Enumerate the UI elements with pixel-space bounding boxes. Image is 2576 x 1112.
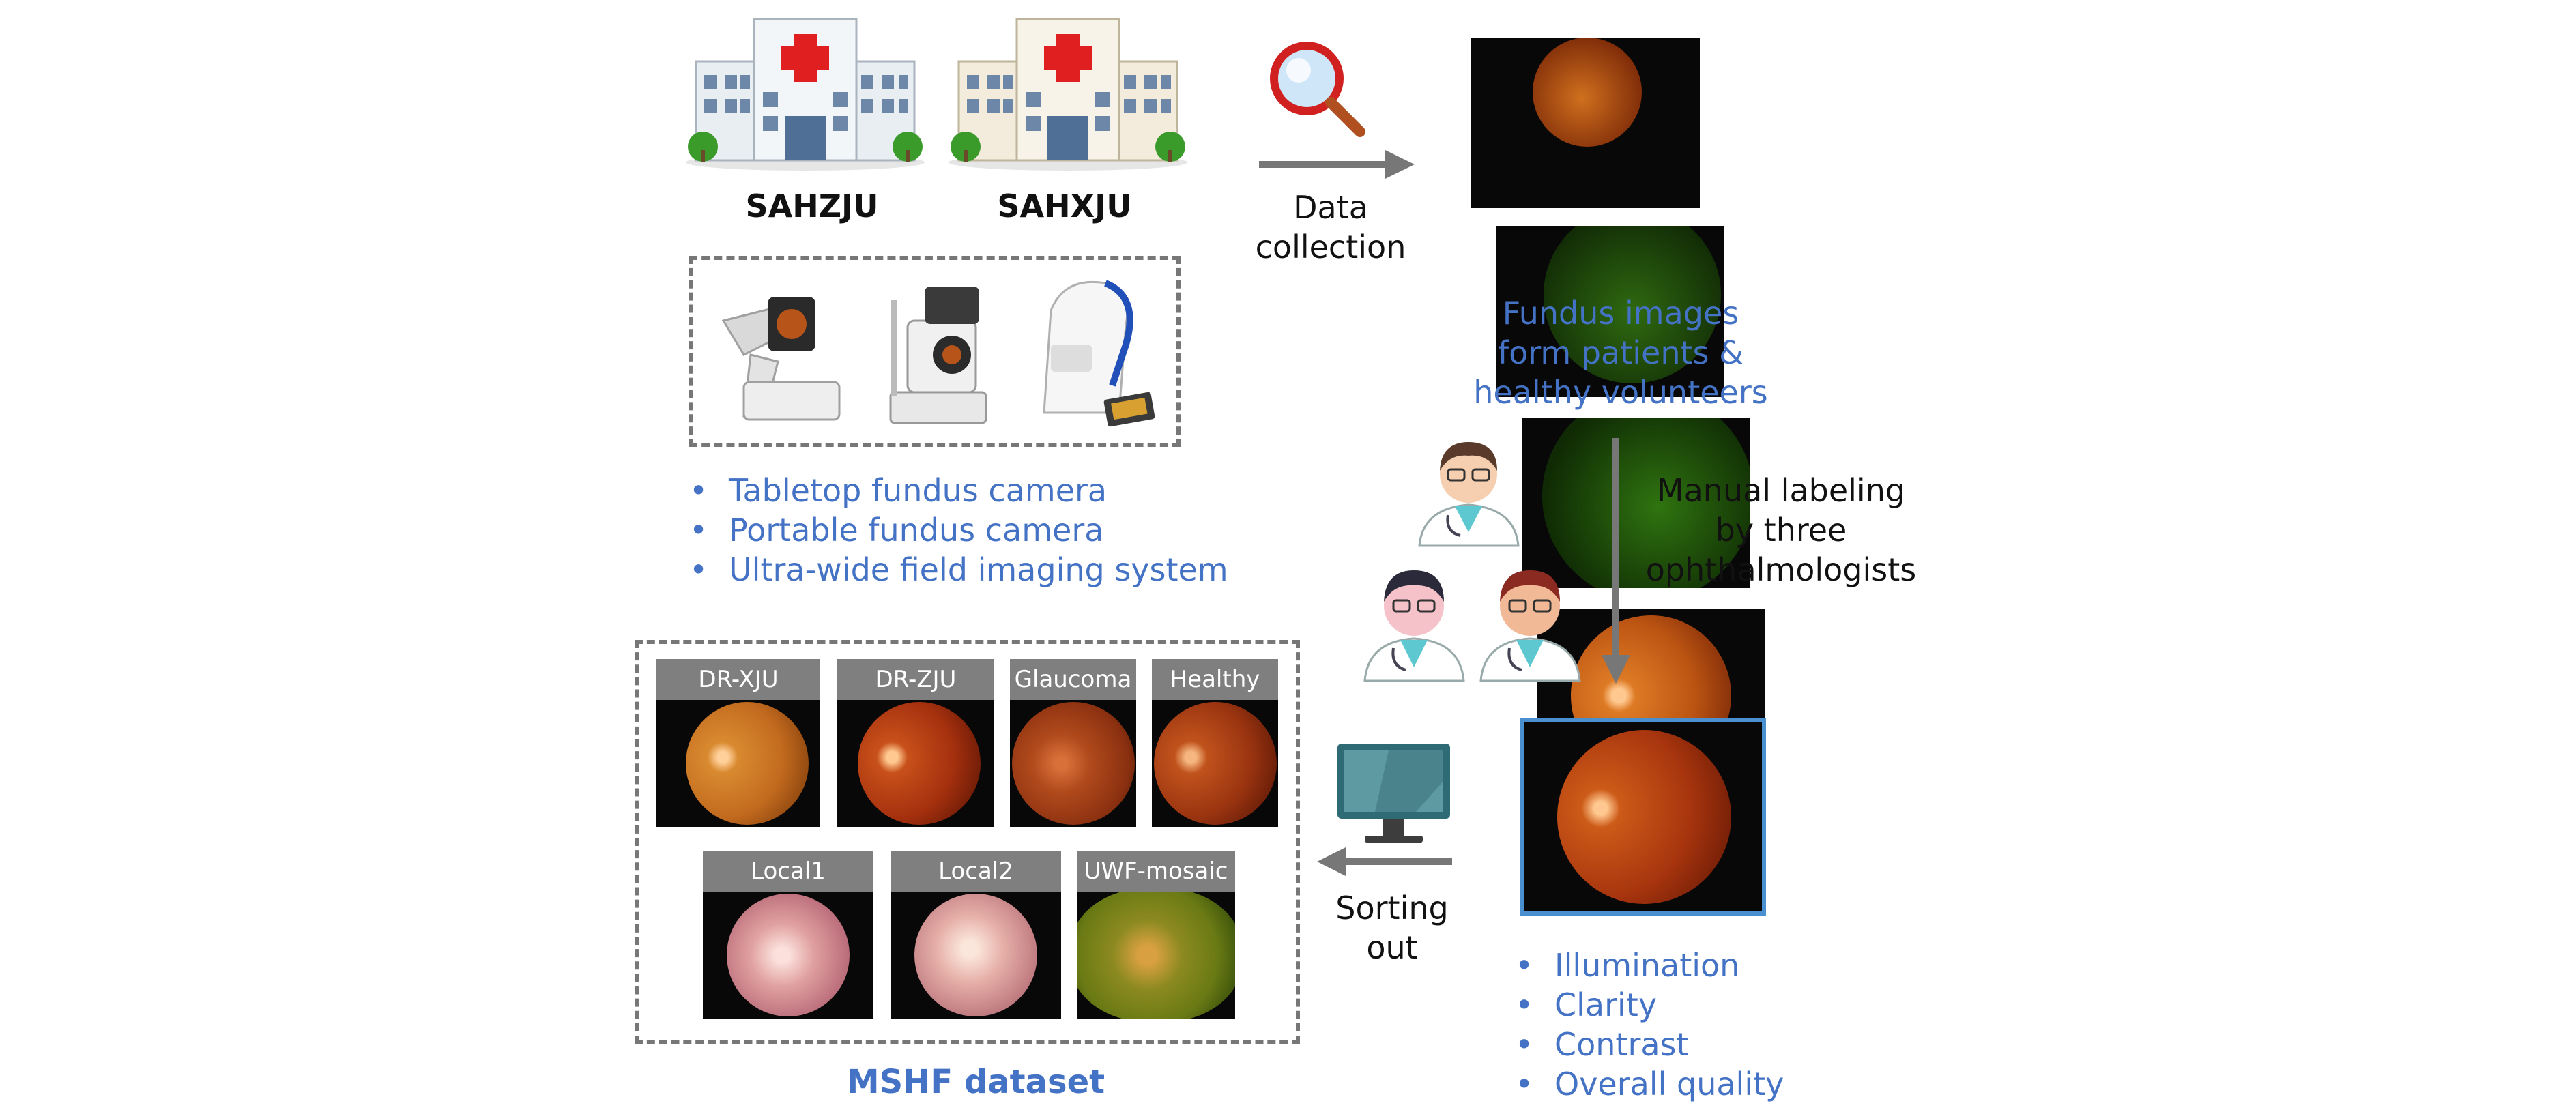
doctor-icon (1474, 558, 1587, 684)
dataset-tile-label: DR-XJU (656, 659, 820, 700)
fundus-image (1496, 226, 1724, 397)
dataset-title: MSHF dataset (846, 1063, 1105, 1101)
hospital-label-sahxju: SAHXJU (997, 188, 1132, 224)
magnifier-icon (1266, 38, 1368, 140)
dataset-tile: DR-XJU (656, 659, 820, 827)
quality-criteria-item: • Illumination (1515, 947, 1740, 984)
data-collection-label: Data collection (1255, 189, 1406, 265)
device-list-item: • Portable fundus camera (689, 512, 1104, 548)
dataset-tile-image (1010, 700, 1136, 827)
quality-criteria-list: • Illumination • Clarity • Contrast • Overal… (1515, 946, 1784, 1104)
hospital-icon (682, 14, 928, 171)
fundus-source-caption: Fundus images form patients & healthy vo… (1473, 295, 1768, 411)
device-list-item: • Tabletop fundus camera (689, 472, 1108, 509)
dataset-tile: Glaucoma (1010, 659, 1136, 827)
fundus-stack (1467, 34, 1767, 779)
arrow-left (1316, 846, 1452, 877)
hospital-icon (945, 14, 1191, 171)
monitor-icon (1334, 740, 1453, 849)
arrow-right (1259, 149, 1416, 180)
doctor-icon (1413, 430, 1525, 549)
dataset-tile-image (1077, 892, 1235, 1019)
labeling-caption: Manual labeling by three ophthalmologist… (1645, 472, 1917, 588)
quality-criteria-item: • Clarity (1515, 986, 1658, 1023)
device-list: • Tabletop fundus camera • Portable fundus… (689, 471, 1228, 589)
arrow-down (1600, 438, 1632, 685)
dataset-tile: UWF-mosaic (1077, 851, 1235, 1019)
quality-criteria-item: • Overall quality (1515, 1066, 1784, 1102)
device-list-item: • Ultra-wide field imaging system (689, 551, 1228, 588)
dataset-tile-label: DR-ZJU (837, 659, 994, 700)
dataset-tile-label: UWF-mosaic (1077, 851, 1235, 892)
hospital-label-sahzju: SAHZJU (745, 188, 879, 224)
sorting-caption: Sorting out (1335, 890, 1449, 966)
tabletop-camera-icon (877, 273, 1000, 430)
dataset-tile-label: Healthy (1152, 659, 1278, 700)
fundus-image (1471, 38, 1700, 208)
dataset-tile-label: Glaucoma (1010, 659, 1136, 700)
dataset-tile-image (837, 700, 994, 827)
dataset-box (635, 640, 1300, 1044)
dataset-tile: DR-ZJU (837, 659, 994, 827)
dataset-tile-image (703, 892, 873, 1019)
doctor-icon (1358, 558, 1471, 684)
dataset-tile-image (1152, 700, 1278, 827)
devices-box (689, 256, 1181, 447)
dataset-tile: Healthy (1152, 659, 1278, 827)
dataset-tile-image (891, 892, 1061, 1019)
portable-camera-icon (703, 280, 867, 430)
dataset-tile-label: Local1 (703, 851, 873, 892)
dataset-tile: Local1 (703, 851, 873, 1019)
dataset-tile: Local2 (891, 851, 1061, 1019)
quality-criteria-item: • Contrast (1515, 1026, 1689, 1063)
ultra-wide-field-device-icon (1024, 269, 1160, 433)
dataset-tile-image (656, 700, 820, 827)
dataset-tile-label: Local2 (891, 851, 1061, 892)
fundus-image (1522, 418, 1750, 588)
labeled-fundus-image (1520, 718, 1766, 916)
